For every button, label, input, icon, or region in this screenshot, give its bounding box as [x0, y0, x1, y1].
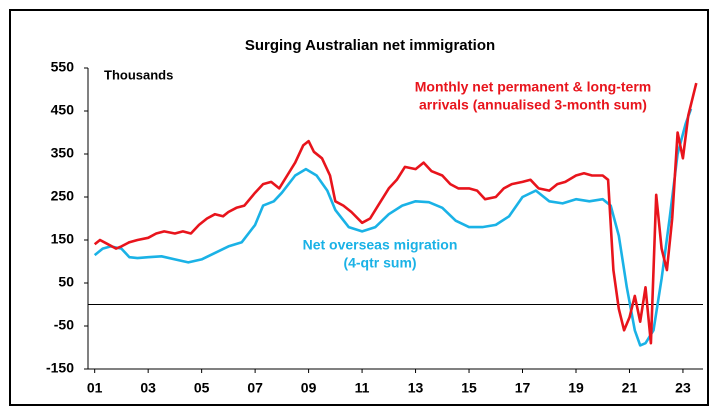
x-tick-label: 03: [140, 380, 156, 396]
x-tick-label: 11: [355, 380, 370, 396]
x-tick-label: 01: [87, 380, 103, 396]
x-tick-label: 09: [301, 380, 317, 396]
y-tick-label: 50: [58, 274, 74, 290]
series-line: [93, 82, 698, 345]
y-tick-label: 350: [51, 145, 75, 161]
x-tick-label: 07: [247, 380, 263, 396]
x-tick-label: 05: [194, 380, 210, 396]
x-tick-label: 23: [675, 380, 691, 396]
x-tick-label: 21: [622, 380, 638, 396]
y-tick-label: 550: [51, 59, 75, 75]
y-tick-label: 450: [51, 102, 75, 118]
x-tick-label: 15: [461, 380, 477, 396]
y-tick-label: 150: [51, 231, 75, 247]
frame: [9, 9, 709, 406]
series-line: [93, 108, 693, 347]
series-label: (4-qtr sum): [343, 255, 416, 271]
x-tick-label: 17: [515, 380, 531, 396]
y-tick-label: 250: [51, 188, 75, 204]
y-tick-label: -50: [54, 317, 74, 333]
series-label: Monthly net permanent & long-term: [415, 79, 651, 95]
series-label: arrivals (annualised 3-month sum): [419, 97, 647, 113]
chart-title: Surging Australian net immigration: [245, 37, 495, 54]
y-axis-label: Thousands: [104, 67, 173, 82]
x-tick-label: 13: [408, 380, 424, 396]
series-label: Net overseas migration: [303, 237, 458, 253]
x-tick-label: 19: [568, 380, 584, 396]
y-tick-label: -150: [46, 360, 74, 376]
